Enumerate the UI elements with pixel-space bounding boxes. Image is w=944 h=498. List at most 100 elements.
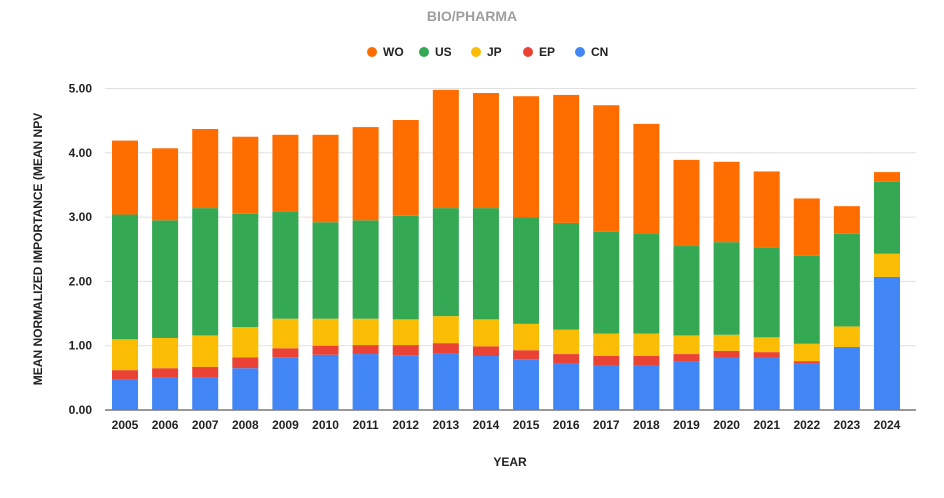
bar-cn-2014 [473, 356, 499, 410]
bar-jp-2006 [152, 338, 178, 368]
bar-wo-2014 [473, 93, 499, 208]
bar-stack-2007 [192, 129, 218, 410]
bar-jp-2012 [393, 319, 419, 345]
bar-ep-2006 [152, 368, 178, 378]
bar-cn-2006 [152, 378, 178, 410]
x-tick-label: 2012 [392, 418, 419, 432]
x-tick-label: 2016 [553, 418, 580, 432]
bar-jp-2008 [232, 327, 258, 357]
x-axis-title: YEAR [493, 455, 527, 469]
legend-marker-cn [575, 47, 585, 57]
bar-us-2008 [232, 214, 258, 327]
bar-us-2018 [633, 233, 659, 333]
bar-ep-2021 [754, 352, 780, 358]
x-tick-label: 2007 [192, 418, 219, 432]
bar-stack-2011 [353, 127, 379, 410]
bar-wo-2007 [192, 129, 218, 208]
x-tick-label: 2009 [272, 418, 299, 432]
bar-jp-2014 [473, 319, 499, 346]
bar-cn-2017 [593, 365, 619, 410]
bar-us-2015 [513, 217, 539, 324]
bar-ep-2007 [192, 367, 218, 378]
bar-wo-2011 [353, 127, 379, 220]
bar-us-2007 [192, 208, 218, 335]
bar-us-2012 [393, 216, 419, 320]
bar-us-2024 [874, 182, 900, 254]
legend: WOUSJPEPCN [367, 45, 608, 59]
bar-wo-2005 [112, 141, 138, 215]
bar-ep-2012 [393, 345, 419, 355]
bar-us-2022 [794, 256, 820, 344]
bar-ep-2011 [353, 345, 379, 354]
bar-wo-2024 [874, 172, 900, 182]
bar-jp-2020 [714, 335, 740, 351]
bar-stack-2014 [473, 93, 499, 410]
bar-cn-2015 [513, 359, 539, 410]
bar-stack-2017 [593, 105, 619, 410]
y-axis-ticks: 0.001.002.003.004.005.00 [69, 82, 93, 418]
bar-cn-2021 [754, 358, 780, 410]
x-tick-label: 2017 [593, 418, 620, 432]
bar-wo-2012 [393, 120, 419, 216]
bar-us-2016 [553, 223, 579, 330]
bar-cn-2022 [794, 364, 820, 410]
bar-jp-2022 [794, 344, 820, 361]
legend-label-us: US [435, 45, 452, 59]
bar-ep-2005 [112, 370, 138, 380]
bar-jp-2017 [593, 333, 619, 356]
bar-jp-2016 [553, 330, 579, 354]
bar-wo-2022 [794, 198, 820, 255]
x-tick-label: 2010 [312, 418, 339, 432]
bar-stack-2022 [794, 198, 820, 410]
bar-jp-2019 [673, 335, 699, 354]
bar-jp-2007 [192, 335, 218, 367]
bar-ep-2010 [313, 346, 339, 355]
bar-jp-2010 [313, 319, 339, 346]
x-tick-label: 2005 [112, 418, 139, 432]
bar-wo-2008 [232, 137, 258, 214]
legend-marker-ep [523, 47, 533, 57]
bar-stack-2008 [232, 137, 258, 410]
y-tick-label: 5.00 [69, 82, 93, 96]
legend-label-ep: EP [539, 45, 555, 59]
x-tick-label: 2019 [673, 418, 700, 432]
x-tick-label: 2023 [834, 418, 861, 432]
bar-us-2020 [714, 242, 740, 335]
bar-ep-2013 [433, 343, 459, 353]
bar-ep-2024 [874, 277, 900, 278]
bar-ep-2023 [834, 347, 860, 348]
bar-ep-2008 [232, 357, 258, 368]
bar-us-2014 [473, 208, 499, 319]
x-tick-label: 2011 [353, 418, 379, 432]
x-axis-ticks: 2005200620072008200920102011201220132014… [112, 418, 901, 432]
y-axis-title: MEAN NORMALIZED IMPORTANCE (MEAN NPV [31, 113, 45, 385]
bar-wo-2006 [152, 148, 178, 220]
bar-ep-2015 [513, 350, 539, 359]
bar-ep-2018 [633, 356, 659, 365]
bar-cn-2019 [673, 362, 699, 410]
bar-jp-2024 [874, 254, 900, 277]
bar-wo-2009 [272, 135, 298, 212]
bar-cn-2016 [553, 363, 579, 410]
legend-marker-us [419, 47, 429, 57]
legend-marker-wo [367, 47, 377, 57]
bar-cn-2008 [232, 368, 258, 410]
y-tick-label: 3.00 [69, 210, 93, 224]
bar-stack-2010 [313, 135, 339, 410]
x-tick-label: 2022 [793, 418, 820, 432]
x-tick-label: 2024 [874, 418, 901, 432]
bar-cn-2009 [272, 357, 298, 410]
bar-us-2006 [152, 220, 178, 338]
bar-stack-2013 [433, 90, 459, 410]
legend-label-jp: JP [487, 45, 502, 59]
bar-us-2019 [673, 246, 699, 335]
bar-cn-2012 [393, 355, 419, 410]
bar-jp-2009 [272, 319, 298, 349]
bar-stack-2016 [553, 95, 579, 410]
bar-wo-2015 [513, 96, 539, 217]
y-tick-label: 0.00 [69, 403, 93, 417]
bar-wo-2021 [754, 171, 780, 247]
legend-marker-jp [471, 47, 481, 57]
bar-stack-2015 [513, 96, 539, 410]
x-tick-label: 2014 [473, 418, 500, 432]
